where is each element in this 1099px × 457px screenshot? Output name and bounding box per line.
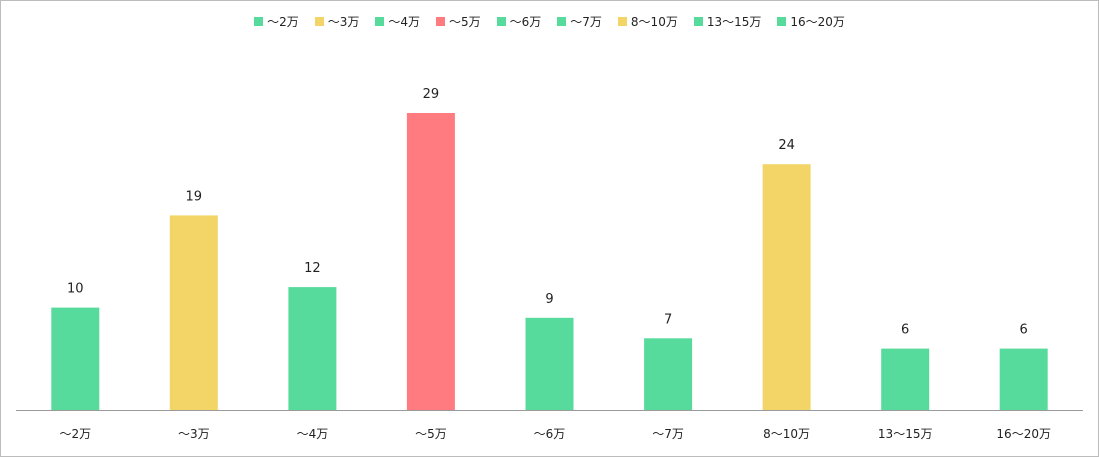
data-label: 9 (545, 292, 553, 307)
legend-item[interactable]: ～3万 (314, 13, 360, 30)
data-label: 29 (423, 87, 440, 102)
bar[interactable] (881, 348, 930, 410)
legend-item[interactable]: ～6万 (496, 13, 542, 30)
data-label: 12 (304, 261, 321, 276)
data-label: 19 (186, 189, 203, 204)
x-tick-label: ～5万 (415, 427, 447, 441)
legend-label: ～6万 (509, 15, 542, 29)
legend-label: ～4万 (388, 15, 420, 29)
legend-item[interactable]: ～2万 (254, 13, 299, 30)
legend-label: 8～10万 (630, 15, 678, 29)
legend-item[interactable]: ～5万 (436, 13, 481, 30)
legend-swatch (496, 17, 506, 26)
x-tick-label: 13～15万 (878, 427, 933, 441)
chart-legend: ～2万 ～3万 ～4万 ～5万 ～6万 ～7万 8～10万 13～15万 16～20万 (1, 13, 1098, 30)
legend-label: ～2万 (267, 15, 299, 29)
legend-item[interactable]: 13～15万 (693, 13, 762, 30)
legend-swatch (314, 17, 324, 26)
bar[interactable] (525, 317, 574, 410)
bar[interactable] (644, 338, 693, 410)
legend-swatch (557, 17, 567, 26)
bar[interactable] (51, 307, 100, 410)
data-label: 24 (778, 138, 795, 153)
data-label: 7 (664, 312, 672, 327)
legend-item[interactable]: ～7万 (557, 13, 602, 30)
x-tick-label: ～7万 (652, 427, 684, 441)
legend-item[interactable]: ～4万 (375, 13, 420, 30)
legend-swatch (617, 17, 627, 26)
legend-label: 16～20万 (790, 15, 845, 29)
x-tick-label: ～6万 (534, 427, 566, 441)
legend-swatch (436, 17, 445, 26)
data-label: 10 (67, 282, 84, 297)
legend-swatch (777, 17, 787, 26)
legend-label: ～5万 (449, 15, 481, 29)
x-tick-label: ～3万 (178, 427, 210, 441)
x-tick-label: 16～20万 (996, 427, 1051, 441)
legend-label: ～3万 (327, 15, 360, 29)
bar[interactable] (762, 164, 811, 410)
x-tick-label: 8～10万 (763, 427, 810, 441)
legend-swatch (375, 17, 385, 26)
legend-label: ～7万 (570, 15, 602, 29)
x-tick-label: ～4万 (297, 427, 329, 441)
legend-swatch (254, 17, 264, 26)
legend-item[interactable]: 16～20万 (777, 13, 845, 30)
bar[interactable] (999, 348, 1048, 410)
legend-item[interactable]: 8～10万 (617, 13, 678, 30)
bar[interactable] (169, 215, 218, 410)
legend-label: 13～15万 (706, 15, 762, 29)
bar[interactable] (288, 287, 337, 410)
legend-swatch (693, 17, 703, 26)
x-tick-label: ～2万 (59, 427, 91, 441)
data-label: 6 (1020, 323, 1028, 338)
data-label: 6 (901, 323, 909, 338)
bar[interactable] (406, 113, 455, 410)
